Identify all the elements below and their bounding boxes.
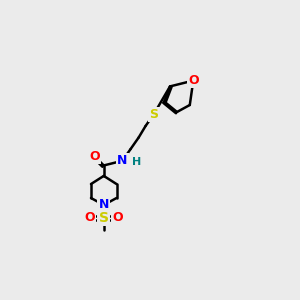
Text: O: O [188,74,199,87]
Text: H: H [132,157,141,167]
Text: S: S [149,108,158,121]
Text: N: N [99,199,109,212]
Text: O: O [112,211,123,224]
Text: O: O [85,211,95,224]
Text: O: O [89,150,100,163]
Text: S: S [99,211,109,225]
Text: N: N [117,154,128,167]
